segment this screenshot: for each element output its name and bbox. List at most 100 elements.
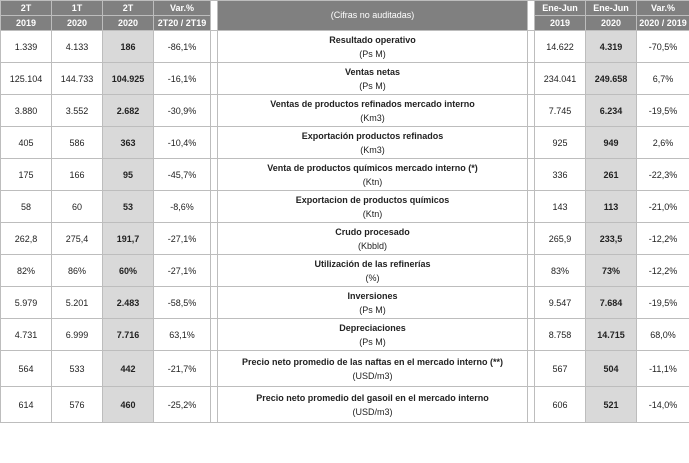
cell-2t-2019: 405 [0,126,52,159]
cell-h1-2020: 521 [585,386,637,423]
financial-summary-table: 2T 1T 2T Var.% (Cifras no auditadas) Ene… [0,0,689,423]
cell-var-quarter: -58,5% [153,286,211,319]
row-unit: (Ktn) [362,208,383,219]
cell-2t-2020: 53 [102,190,154,223]
cell-h1-2020: 249.658 [585,62,637,95]
table-row: 564 533 442 -21,7% Precio neto promedio … [0,350,689,387]
row-unit: (Km3) [360,144,385,155]
row-label: Resultado operativo [329,34,416,45]
cell-1t-2020: 6.999 [51,318,103,351]
row-description: Inversiones (Ps M) [217,286,528,319]
cell-h1-2019: 14.622 [534,30,586,63]
cell-2t-2020: 442 [102,350,154,387]
cell-2t-2020: 7.716 [102,318,154,351]
cell-h1-2019: 336 [534,158,586,191]
cell-1t-2020: 533 [51,350,103,387]
cell-2t-2019: 82% [0,254,52,287]
cell-h1-2020: 949 [585,126,637,159]
cell-var-half: -12,2% [636,254,689,287]
cell-var-quarter: 63,1% [153,318,211,351]
cell-var-quarter: -30,9% [153,94,211,127]
table-header: 2T 1T 2T Var.% (Cifras no auditadas) Ene… [0,0,689,31]
table-row: 3.880 3.552 2.682 -30,9% Ventas de produ… [0,94,689,127]
header-var-half-period: 2020 / 2019 [636,15,689,31]
cell-var-quarter: -27,1% [153,222,211,255]
row-description: Ventas netas (Ps M) [217,62,528,95]
row-label: Ventas netas [344,66,401,77]
cell-2t-2019: 614 [0,386,52,423]
cell-h1-2020: 73% [585,254,637,287]
cell-1t-2020: 275,4 [51,222,103,255]
cell-var-half: -19,5% [636,94,689,127]
header-h1-2019-year: 2019 [534,15,586,31]
header-unaudited-note: (Cifras no auditadas) [217,0,528,31]
header-gap-right [527,0,535,31]
cell-1t-2020: 3.552 [51,94,103,127]
cell-var-quarter: -8,6% [153,190,211,223]
cell-h1-2019: 265,9 [534,222,586,255]
cell-h1-2020: 261 [585,158,637,191]
cell-h1-2019: 234.041 [534,62,586,95]
cell-var-half: 6,7% [636,62,689,95]
row-label: Venta de productos químicos mercado inte… [267,162,478,173]
row-description: Exportacion de productos químicos (Ktn) [217,190,528,223]
row-unit: (Km3) [360,112,385,123]
cell-1t-2020: 576 [51,386,103,423]
cell-2t-2019: 1.339 [0,30,52,63]
row-label: Depreciaciones [339,322,406,333]
cell-2t-2019: 5.979 [0,286,52,319]
cell-1t-2020: 5.201 [51,286,103,319]
cell-var-quarter: -10,4% [153,126,211,159]
cell-var-half: -19,5% [636,286,689,319]
row-unit: (Ps M) [359,304,386,315]
cell-var-half: -11,1% [636,350,689,387]
cell-h1-2020: 504 [585,350,637,387]
row-unit: (Kbbld) [357,240,387,251]
cell-2t-2019: 4.731 [0,318,52,351]
row-description: Resultado operativo (Ps M) [217,30,528,63]
header-var-quarter-period: 2T20 / 2T19 [153,15,211,31]
cell-var-half: 2,6% [636,126,689,159]
table-row: 125.104 144.733 104.925 -16,1% Ventas ne… [0,62,689,95]
row-unit: (Ps M) [359,48,386,59]
row-label: Ventas de productos refinados mercado in… [270,98,475,109]
cell-h1-2019: 9.547 [534,286,586,319]
cell-var-half: 68,0% [636,318,689,351]
cell-2t-2020: 460 [102,386,154,423]
cell-h1-2020: 4.319 [585,30,637,63]
row-description: Utilización de las refinerías (%) [217,254,528,287]
table-row: 5.979 5.201 2.483 -58,5% Inversiones (Ps … [0,286,689,319]
row-unit: (USD/m3) [352,406,393,417]
table-row: 614 576 460 -25,2% Precio neto promedio … [0,386,689,423]
cell-h1-2019: 83% [534,254,586,287]
cell-2t-2019: 262,8 [0,222,52,255]
row-label: Inversiones [347,290,398,301]
cell-2t-2019: 175 [0,158,52,191]
row-description: Precio neto promedio de las naftas en el… [217,350,528,387]
header-1t-2020: 1T [51,0,103,16]
row-label: Exportación productos refinados [301,130,444,141]
header-h1-2019: Ene-Jun [534,0,586,16]
cell-var-quarter: -16,1% [153,62,211,95]
header-1t-2020-year: 2020 [51,15,103,31]
header-2t-2019-year: 2019 [0,15,52,31]
cell-h1-2020: 6.234 [585,94,637,127]
row-description: Precio neto promedio del gasoil en el me… [217,386,528,423]
row-label: Crudo procesado [335,226,410,237]
header-var-quarter: Var.% [153,0,211,16]
cell-2t-2020: 2.483 [102,286,154,319]
row-label: Exportacion de productos químicos [295,194,450,205]
cell-var-quarter: -25,2% [153,386,211,423]
cell-2t-2020: 191,7 [102,222,154,255]
cell-2t-2019: 58 [0,190,52,223]
row-unit: (USD/m3) [352,370,393,381]
cell-2t-2019: 564 [0,350,52,387]
cell-var-quarter: -86,1% [153,30,211,63]
cell-h1-2019: 7.745 [534,94,586,127]
table-row: 82% 86% 60% -27,1% Utilización de las re… [0,254,689,287]
cell-var-quarter: -45,7% [153,158,211,191]
row-unit: (Ktn) [362,176,383,187]
table-row: 4.731 6.999 7.716 63,1% Depreciaciones (P… [0,318,689,351]
cell-2t-2020: 186 [102,30,154,63]
row-label: Precio neto promedio de las naftas en el… [241,356,504,367]
